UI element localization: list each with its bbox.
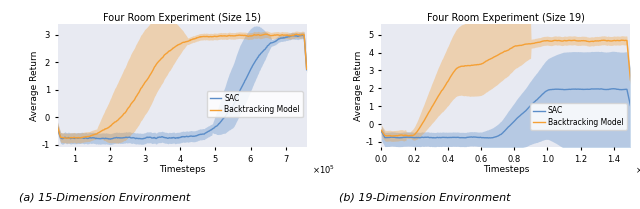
Backtracking Model: [388, 135, 396, 137]
Backtracking Model: [303, 68, 310, 70]
Text: $\times10^6$: $\times10^6$: [636, 163, 640, 176]
SAC: [496, 133, 504, 136]
SAC: [107, 138, 115, 140]
SAC: [54, 126, 61, 129]
SAC: [513, 117, 520, 120]
Backtracking Model: [627, 79, 634, 81]
SAC: [498, 133, 506, 135]
Backtracking Model: [513, 45, 520, 47]
Backtracking Model: [582, 40, 590, 42]
Title: Four Room Experiment (Size 19): Four Room Experiment (Size 19): [427, 13, 585, 23]
SAC: [189, 135, 196, 138]
Text: (b) 19-Dimension Environment: (b) 19-Dimension Environment: [339, 193, 510, 203]
Line: Backtracking Model: Backtracking Model: [58, 34, 307, 138]
SAC: [526, 105, 534, 107]
SAC: [609, 88, 617, 90]
SAC: [299, 34, 307, 37]
Backtracking Model: [54, 126, 61, 128]
SAC: [298, 34, 305, 37]
Backtracking Model: [173, 45, 180, 47]
Line: SAC: SAC: [381, 89, 630, 138]
Backtracking Model: [496, 52, 504, 55]
SAC: [259, 51, 266, 53]
Y-axis label: Average Return: Average Return: [354, 51, 363, 121]
Backtracking Model: [498, 52, 506, 54]
Line: Backtracking Model: Backtracking Model: [381, 40, 630, 136]
X-axis label: Timesteps: Timesteps: [159, 165, 205, 174]
Backtracking Model: [72, 137, 80, 139]
Backtracking Model: [174, 44, 182, 46]
Backtracking Model: [618, 39, 625, 41]
Backtracking Model: [298, 33, 305, 36]
Backtracking Model: [261, 33, 269, 35]
Text: $\times10^5$: $\times10^5$: [312, 163, 335, 176]
Legend: SAC, Backtracking Model: SAC, Backtracking Model: [207, 91, 303, 117]
Backtracking Model: [378, 129, 385, 131]
Backtracking Model: [526, 43, 534, 45]
SAC: [303, 68, 310, 71]
SAC: [582, 88, 590, 91]
Backtracking Model: [189, 38, 196, 40]
Backtracking Model: [621, 39, 629, 42]
SAC: [174, 137, 182, 139]
X-axis label: Timesteps: Timesteps: [483, 165, 529, 174]
Y-axis label: Average Return: Average Return: [30, 51, 39, 121]
SAC: [627, 104, 634, 107]
SAC: [202, 131, 210, 134]
SAC: [173, 137, 180, 139]
SAC: [484, 137, 492, 139]
Backtracking Model: [202, 35, 210, 38]
SAC: [378, 130, 385, 133]
Text: (a) 15-Dimension Environment: (a) 15-Dimension Environment: [19, 193, 190, 203]
SAC: [621, 88, 629, 90]
Legend: SAC, Backtracking Model: SAC, Backtracking Model: [531, 103, 627, 130]
Line: SAC: SAC: [58, 35, 307, 139]
Title: Four Room Experiment (Size 15): Four Room Experiment (Size 15): [103, 13, 261, 23]
Backtracking Model: [259, 34, 266, 36]
